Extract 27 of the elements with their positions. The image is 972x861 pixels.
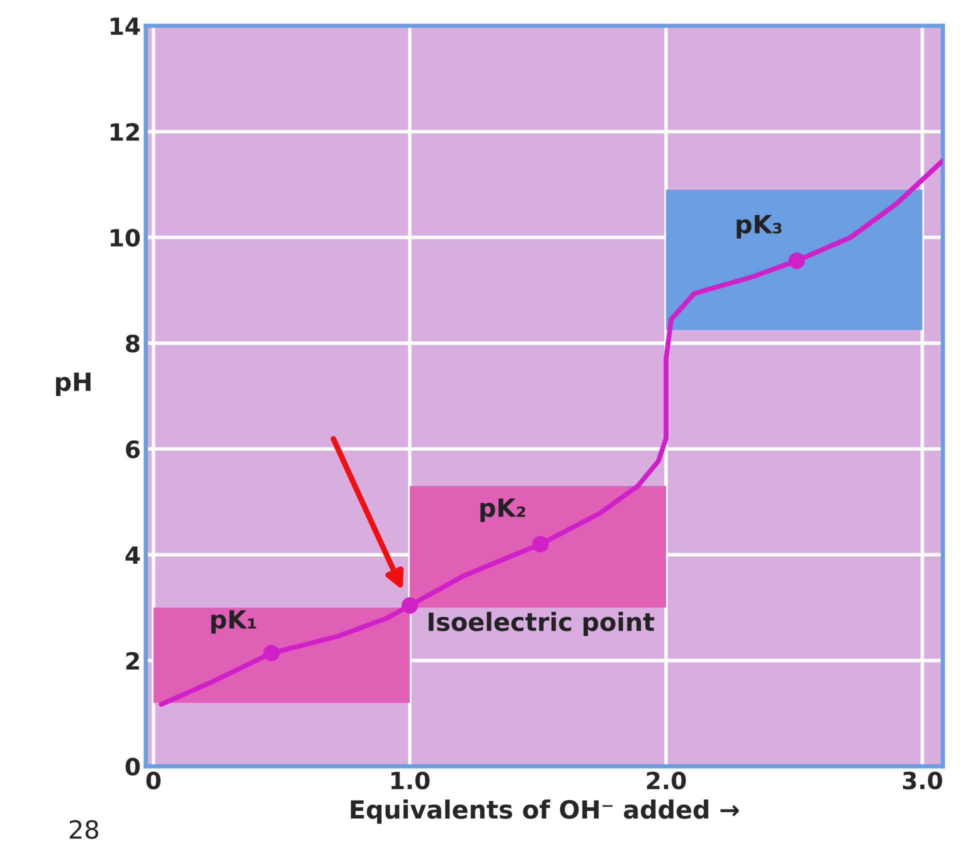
y-tick-label: 10 bbox=[110, 228, 140, 247]
y-axis-title: pH bbox=[56, 372, 90, 396]
annotation: pK₁ bbox=[211, 610, 256, 634]
x-tick-label: 2.0 bbox=[647, 772, 686, 790]
annotation: pK₃ bbox=[736, 215, 782, 238]
text: 28 bbox=[70, 820, 98, 839]
x-tick-label: 0 bbox=[146, 772, 161, 790]
line-series bbox=[158, 158, 943, 707]
point bbox=[788, 252, 805, 269]
point bbox=[263, 644, 280, 662]
annotation: Isoelectric point bbox=[428, 612, 654, 636]
y-tick-label: 6 bbox=[126, 440, 140, 458]
x-axis-title: Equivalents of OH⁻ added → bbox=[350, 800, 739, 824]
bar bbox=[410, 486, 666, 608]
y-tick-label: 2 bbox=[126, 652, 139, 670]
y-tick-label: 14 bbox=[110, 18, 140, 35]
y-tick-label: 12 bbox=[110, 123, 139, 141]
y-tick-label: 8 bbox=[126, 334, 140, 352]
annotation: pK₂ bbox=[480, 498, 526, 522]
point bbox=[532, 536, 549, 552]
x-tick-label: 1.0 bbox=[392, 772, 430, 790]
y-tick-label: 4 bbox=[126, 546, 140, 564]
bar bbox=[153, 608, 410, 703]
y-tick-label: 0 bbox=[126, 758, 140, 776]
bar bbox=[666, 190, 922, 330]
point bbox=[402, 597, 418, 614]
x-tick-label: 3.0 bbox=[903, 772, 942, 790]
